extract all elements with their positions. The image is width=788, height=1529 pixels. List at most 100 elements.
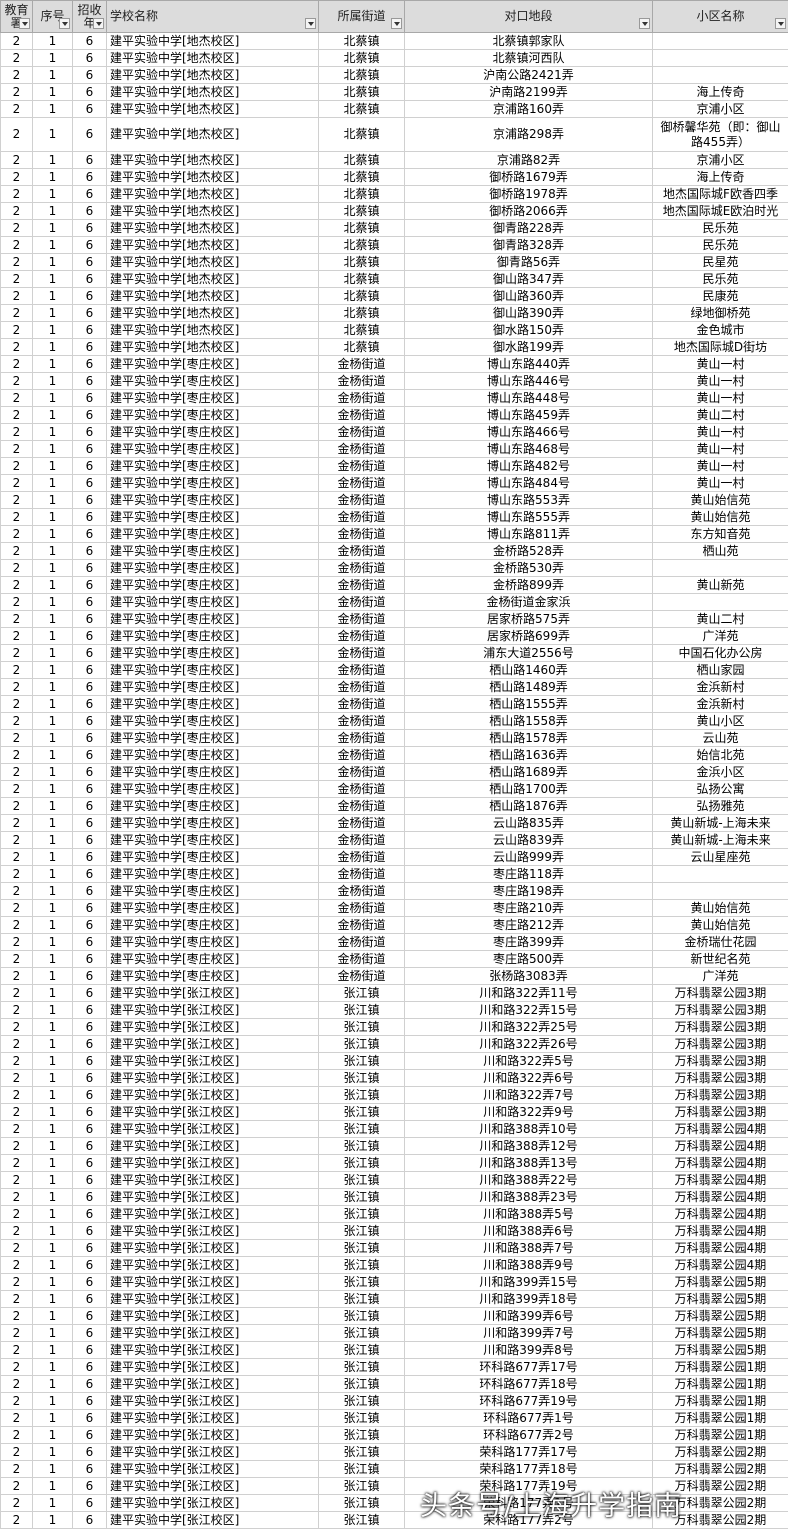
table-cell: 1 <box>33 424 73 441</box>
table-cell: 万科翡翠公园1期 <box>653 1410 788 1427</box>
table-cell: 1 <box>33 305 73 322</box>
table-cell: 张江镇 <box>319 1206 405 1223</box>
filter-button[interactable] <box>19 18 30 29</box>
table-cell: 6 <box>73 322 107 339</box>
table-cell: 建平实验中学[张江校区] <box>107 1138 319 1155</box>
table-cell: 6 <box>73 84 107 101</box>
table-cell: 2 <box>1 1325 33 1342</box>
table-cell: 1 <box>33 1206 73 1223</box>
table-cell: 2 <box>1 1070 33 1087</box>
table-cell: 栖山路1578弄 <box>405 730 653 747</box>
table-cell: 北蔡镇 <box>319 67 405 84</box>
filter-button[interactable] <box>391 18 402 29</box>
table-cell: 2 <box>1 1240 33 1257</box>
table-cell: 环科路677弄17号 <box>405 1359 653 1376</box>
table-cell: 1 <box>33 67 73 84</box>
table-cell: 京浦小区 <box>653 152 788 169</box>
table-cell: 6 <box>73 662 107 679</box>
table-cell: 2 <box>1 1495 33 1512</box>
table-cell: 北蔡镇河西队 <box>405 50 653 67</box>
table-cell: 建平实验中学[张江校区] <box>107 1478 319 1495</box>
table-cell: 建平实验中学[枣庄校区] <box>107 798 319 815</box>
table-cell: 御青路56弄 <box>405 254 653 271</box>
table-cell: 栖山路1489弄 <box>405 679 653 696</box>
table-cell: 建平实验中学[地杰校区] <box>107 203 319 220</box>
table-cell: 黄山新城-上海未来 <box>653 832 788 849</box>
table-cell: 1 <box>33 900 73 917</box>
table-cell: 金杨街道 <box>319 356 405 373</box>
table-cell: 2 <box>1 849 33 866</box>
table-cell: 川和路399弄15号 <box>405 1274 653 1291</box>
table-cell: 2 <box>1 288 33 305</box>
table-cell: 2 <box>1 832 33 849</box>
table-cell: 2 <box>1 1410 33 1427</box>
table-cell: 2 <box>1 322 33 339</box>
table-cell: 2 <box>1 118 33 152</box>
filter-button[interactable] <box>59 18 70 29</box>
table-cell: 博山东路553弄 <box>405 492 653 509</box>
watermark: 头条号/上海升学指南 <box>420 1484 682 1523</box>
table-cell: 建平实验中学[张江校区] <box>107 1036 319 1053</box>
table-cell: 6 <box>73 815 107 832</box>
table-cell: 建平实验中学[张江校区] <box>107 1257 319 1274</box>
table-cell: 建平实验中学[张江校区] <box>107 1172 319 1189</box>
table-cell: 2 <box>1 305 33 322</box>
table-cell: 建平实验中学[张江校区] <box>107 1342 319 1359</box>
table-cell: 博山东路482号 <box>405 458 653 475</box>
table-cell: 1 <box>33 169 73 186</box>
table-cell: 1 <box>33 441 73 458</box>
table-cell: 2 <box>1 985 33 1002</box>
table-cell: 2 <box>1 934 33 951</box>
table-cell: 建平实验中学[枣庄校区] <box>107 492 319 509</box>
table-cell: 栖山路1555弄 <box>405 696 653 713</box>
table-cell: 建平实验中学[枣庄校区] <box>107 373 319 390</box>
table-cell: 6 <box>73 883 107 900</box>
table-cell: 张江镇 <box>319 1070 405 1087</box>
table-cell: 万科翡翠公园4期 <box>653 1206 788 1223</box>
table-cell: 博山东路440弄 <box>405 356 653 373</box>
table-cell: 万科翡翠公园4期 <box>653 1240 788 1257</box>
table-cell: 民星苑 <box>653 254 788 271</box>
table-cell: 北蔡镇 <box>319 254 405 271</box>
filter-button[interactable] <box>305 18 316 29</box>
table-cell: 万科翡翠公园4期 <box>653 1189 788 1206</box>
table-cell: 6 <box>73 118 107 152</box>
table-cell: 6 <box>73 560 107 577</box>
table-cell: 万科翡翠公园3期 <box>653 1053 788 1070</box>
table-cell: 1 <box>33 628 73 645</box>
table-cell: 建平实验中学[枣庄校区] <box>107 968 319 985</box>
table-cell: 川和路322弄9号 <box>405 1104 653 1121</box>
table-cell: 建平实验中学[枣庄校区] <box>107 543 319 560</box>
table-cell: 1 <box>33 526 73 543</box>
table-cell: 6 <box>73 50 107 67</box>
table-cell: 建平实验中学[枣庄校区] <box>107 390 319 407</box>
filter-button[interactable] <box>775 18 786 29</box>
filter-button[interactable] <box>93 18 104 29</box>
table-cell: 2 <box>1 152 33 169</box>
table-cell: 金杨街道 <box>319 594 405 611</box>
table-cell: 御水路199弄 <box>405 339 653 356</box>
table-cell: 1 <box>33 509 73 526</box>
table-cell: 2 <box>1 492 33 509</box>
table-cell: 万科翡翠公园4期 <box>653 1172 788 1189</box>
filter-button[interactable] <box>639 18 650 29</box>
table-cell: 御青路328弄 <box>405 237 653 254</box>
table-cell: 6 <box>73 917 107 934</box>
table-cell: 荣科路177弄17号 <box>405 1444 653 1461</box>
